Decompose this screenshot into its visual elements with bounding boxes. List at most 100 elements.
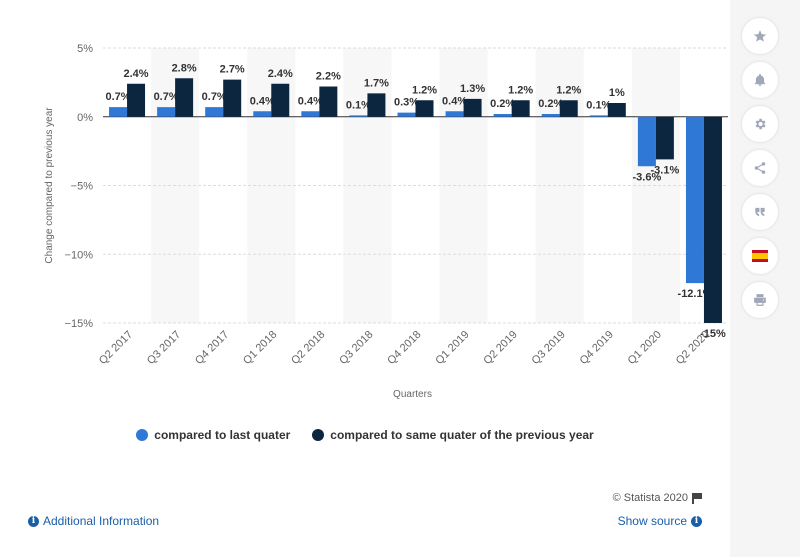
bar-previous-year[interactable]: [463, 98, 482, 117]
bar-last-quarter[interactable]: [589, 115, 608, 117]
bar-previous-year[interactable]: [703, 116, 722, 323]
data-label: 0.2%: [538, 98, 563, 110]
x-tick-label: Q1 2019: [433, 329, 471, 367]
report-flag-icon[interactable]: [692, 493, 702, 504]
bar-previous-year[interactable]: [223, 79, 242, 117]
y-tick-label: −10%: [65, 249, 94, 261]
cite-button[interactable]: [742, 194, 778, 230]
data-label: 0.7%: [154, 91, 179, 103]
data-label: 0.2%: [490, 98, 515, 110]
x-tick-label: Q3 2019: [530, 329, 568, 367]
sidebar-toolbar: [742, 18, 778, 318]
settings-button[interactable]: [742, 106, 778, 142]
bar-previous-year[interactable]: [367, 93, 386, 117]
data-label: 1.2%: [508, 84, 533, 96]
bar-previous-year[interactable]: [607, 103, 626, 117]
show-source-link[interactable]: Show source i: [618, 514, 702, 528]
data-label: 2.2%: [316, 71, 341, 83]
legend-label-previous-year: compared to same quater of the previous …: [330, 428, 594, 442]
y-tick-label: 5%: [77, 43, 93, 55]
x-axis-title: Quarters: [393, 389, 432, 400]
bar-previous-year[interactable]: [271, 83, 290, 117]
gear-icon: [755, 118, 766, 130]
x-tick-label: Q1 2018: [241, 329, 279, 367]
favorite-button[interactable]: [742, 18, 778, 54]
data-label: 1.3%: [460, 83, 485, 95]
info-icon: i: [691, 515, 702, 527]
legend-dot-previous-year: [312, 429, 325, 441]
bar-last-quarter[interactable]: [541, 114, 560, 117]
data-label: 0.3%: [394, 97, 419, 109]
data-label: 1%: [609, 87, 625, 99]
data-label: 0.4%: [442, 95, 467, 107]
legend-item-previous-year[interactable]: compared to same quater of the previous …: [312, 428, 594, 442]
legend: compared to last quater compared to same…: [0, 428, 730, 442]
data-label: -12.1%: [678, 288, 713, 300]
x-tick-label: Q3 2017: [145, 329, 183, 367]
data-label: 0.1%: [346, 99, 371, 111]
copyright[interactable]: © Statista 2020: [613, 492, 702, 504]
bell-icon: [754, 73, 766, 86]
x-tick-label: Q4 2017: [193, 329, 231, 367]
bar-last-quarter[interactable]: [493, 114, 512, 117]
share-icon: [754, 162, 766, 174]
copyright-text: © Statista 2020: [612, 492, 688, 504]
x-tick-label: Q4 2018: [385, 329, 423, 367]
bar-previous-year[interactable]: [655, 116, 674, 160]
share-button[interactable]: [742, 150, 778, 186]
bar-last-quarter[interactable]: [157, 107, 176, 117]
bar-previous-year[interactable]: [127, 83, 146, 117]
data-label: -15%: [700, 328, 726, 340]
x-tick-label: Q1 2020: [626, 329, 664, 367]
legend-label-last-quarter: compared to last quater: [154, 428, 291, 442]
data-label: 0.1%: [586, 99, 611, 111]
data-label: 2.4%: [268, 68, 293, 80]
bar-previous-year[interactable]: [559, 100, 578, 117]
print-button[interactable]: [742, 282, 778, 318]
data-label: 2.4%: [123, 68, 148, 80]
data-label: 1.2%: [556, 84, 581, 96]
additional-information-link[interactable]: i Additional Information: [28, 514, 159, 528]
bar-last-quarter[interactable]: [685, 116, 704, 284]
data-label: -3.6%: [633, 171, 662, 183]
info-icon: i: [28, 515, 39, 527]
x-tick-label: Q2 2019: [481, 329, 519, 367]
bar-last-quarter[interactable]: [301, 111, 320, 117]
region-button[interactable]: [742, 238, 778, 274]
x-tick-label: Q2 2018: [289, 329, 327, 367]
y-axis-title: Change compared to previous year: [44, 107, 55, 264]
bar-last-quarter[interactable]: [445, 111, 464, 117]
data-label: 1.2%: [412, 84, 437, 96]
legend-dot-last-quarter: [136, 429, 149, 441]
quote-icon: [755, 207, 765, 217]
notification-button[interactable]: [742, 62, 778, 98]
data-label: 1.7%: [364, 77, 389, 89]
print-icon: [754, 294, 766, 306]
bar-previous-year[interactable]: [415, 100, 434, 117]
show-source-label: Show source: [617, 514, 687, 528]
bar-last-quarter[interactable]: [109, 107, 128, 117]
bar-last-quarter[interactable]: [205, 107, 224, 117]
data-label: 2.7%: [220, 64, 245, 76]
x-tick-label: Q3 2018: [337, 329, 375, 367]
chart-card: 5% 0% −5% −10% −15% Change compared to previo…: [0, 43, 730, 528]
bar-previous-year[interactable]: [175, 78, 194, 117]
data-label: -3.1%: [651, 164, 680, 176]
x-tick-label: Q2 2020: [674, 329, 712, 367]
star-icon: [753, 30, 767, 42]
bar-previous-year[interactable]: [319, 86, 338, 117]
y-tick-label: −5%: [71, 181, 94, 193]
bar-previous-year[interactable]: [511, 100, 530, 117]
data-label: 0.4%: [298, 95, 323, 107]
bar-last-quarter[interactable]: [637, 116, 656, 167]
data-label: 0.7%: [105, 91, 130, 103]
data-label: 0.7%: [202, 91, 227, 103]
bar-last-quarter[interactable]: [397, 112, 416, 117]
bar-last-quarter[interactable]: [349, 115, 368, 117]
y-tick-label: −15%: [65, 318, 94, 330]
chart-svg: 5% 0% −5% −10% −15% Change compared to previo…: [44, 43, 728, 400]
legend-item-last-quarter[interactable]: compared to last quater: [136, 428, 290, 442]
flag-spain-icon: [752, 250, 768, 262]
additional-information-label: Additional Information: [43, 514, 160, 528]
bar-last-quarter[interactable]: [253, 111, 272, 117]
